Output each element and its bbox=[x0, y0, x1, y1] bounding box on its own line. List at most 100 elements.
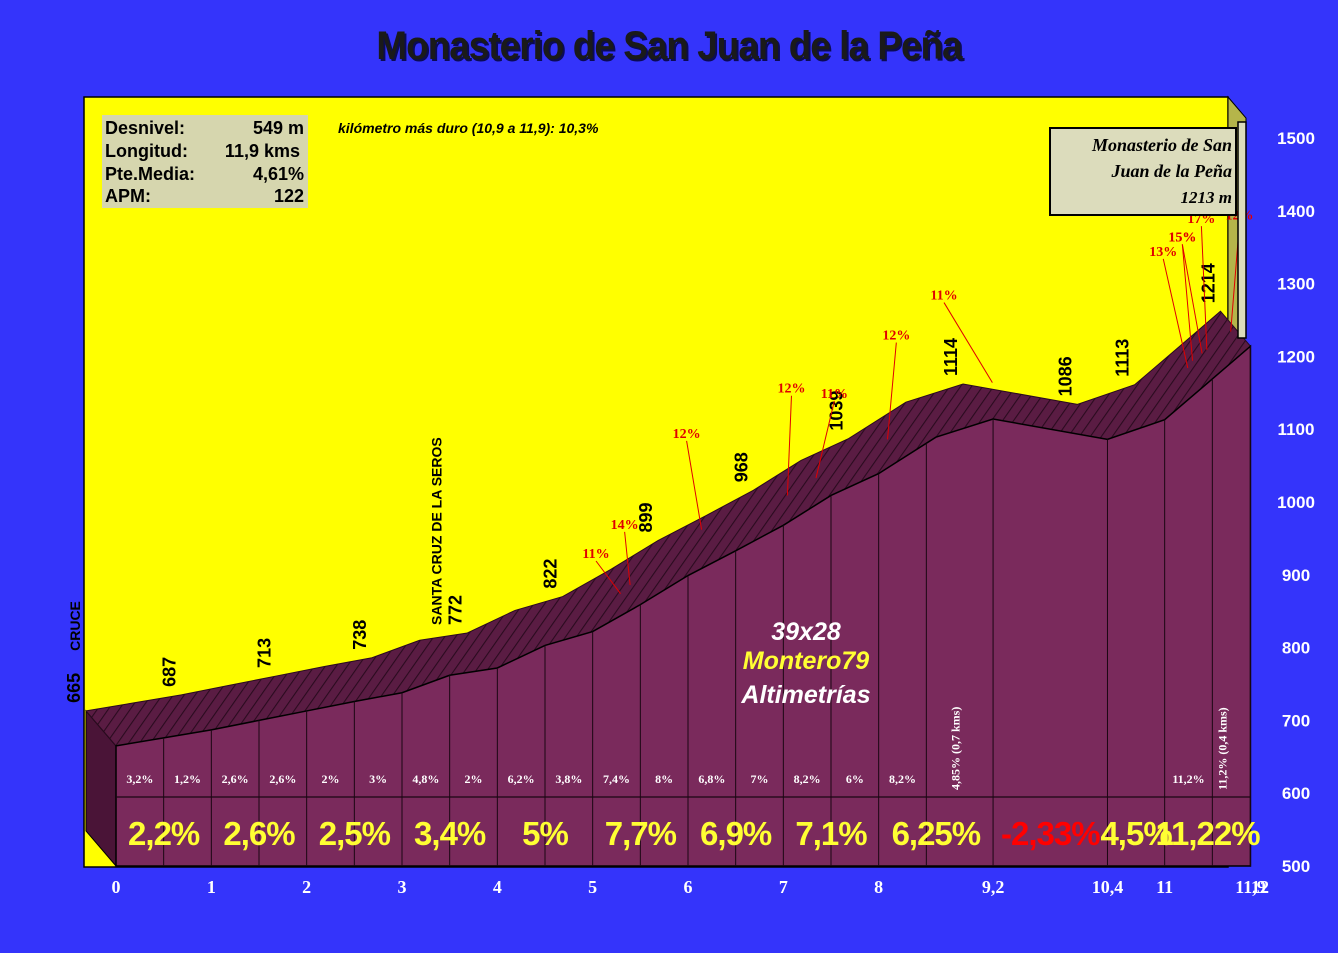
altitude-label: 772 bbox=[445, 595, 465, 625]
ramp-leader bbox=[1181, 244, 1194, 361]
stats-box: Desnivel: 549 m Longitud: 11,9 kms Pte.M… bbox=[102, 115, 308, 208]
x-tick-label: 8 bbox=[874, 877, 883, 897]
ramp-grade: 12% bbox=[777, 382, 805, 397]
y-tick-label: 1300 bbox=[1277, 275, 1315, 294]
y-tick-label: 1400 bbox=[1277, 202, 1315, 221]
x-tick-label: 2 bbox=[302, 877, 311, 897]
ramp-grade: 12% bbox=[882, 329, 910, 344]
half-km-grade: 3% bbox=[369, 772, 387, 786]
ramp-grade: 12% bbox=[673, 427, 701, 442]
stat-label: Longitud: bbox=[105, 141, 188, 161]
half-km-grade: 3,2% bbox=[126, 772, 153, 786]
ramp-grade: 11% bbox=[930, 289, 957, 304]
half-km-grade: 2,6% bbox=[269, 772, 296, 786]
ramp-leader bbox=[1200, 226, 1208, 350]
x-tick-label: 11 bbox=[1156, 877, 1173, 897]
section-grade-rotated: 4,85% (0,7 kms) bbox=[949, 707, 963, 790]
credit-author: Montero79 bbox=[743, 647, 870, 675]
ramp-grade: 11% bbox=[582, 547, 609, 562]
segment-grade: 7,7% bbox=[605, 815, 677, 852]
x-tick-label: 11,9 bbox=[1235, 877, 1266, 897]
stat-value: 122 bbox=[274, 186, 304, 206]
y-tick-label: 800 bbox=[1282, 639, 1310, 658]
y-tick-label: 1200 bbox=[1277, 347, 1315, 366]
x-tick-label: 4 bbox=[493, 877, 502, 897]
altitude-label: 738 bbox=[350, 620, 370, 650]
half-km-grade: 6% bbox=[846, 772, 864, 786]
section-grade-rotated: 11,2% (0,4 kms) bbox=[1216, 707, 1230, 790]
half-km-grade: 4,8% bbox=[412, 772, 439, 786]
x-tick-label: 9,2 bbox=[982, 877, 1005, 897]
segment-grade: 4,5% bbox=[1100, 815, 1172, 852]
y-tick-label: 700 bbox=[1282, 711, 1310, 730]
segment-grade: 3,4% bbox=[414, 815, 486, 852]
summit-altitude: 1213 m bbox=[1181, 188, 1232, 207]
half-km-grade: 2% bbox=[465, 772, 483, 786]
segment-grade: 11,22% bbox=[1156, 815, 1261, 852]
y-tick-label: 500 bbox=[1282, 857, 1310, 876]
stat-value: 4,61% bbox=[253, 164, 304, 184]
ramp-leader bbox=[1162, 258, 1189, 369]
stat-label: APM: bbox=[105, 186, 151, 206]
half-km-grade: 6,8% bbox=[698, 772, 725, 786]
stat-label: Pte.Media: bbox=[105, 164, 195, 184]
altitude-label: 687 bbox=[159, 657, 179, 687]
altitude-label: 1039 bbox=[827, 391, 847, 431]
half-km-grade: 8% bbox=[655, 772, 673, 786]
half-km-grade: 2,6% bbox=[222, 772, 249, 786]
x-tick-label: 5 bbox=[588, 877, 597, 897]
x-tick-label: 6 bbox=[684, 877, 693, 897]
altitude-label: 968 bbox=[731, 452, 751, 482]
stat-value: 549 m bbox=[253, 118, 304, 138]
profile-front-face bbox=[115, 344, 1252, 867]
ramp-leader bbox=[887, 342, 897, 440]
segment-grade: 6,9% bbox=[700, 815, 772, 852]
ramp-grade: 14% bbox=[611, 518, 639, 533]
x-tick-label: 3 bbox=[398, 877, 407, 897]
summit-name-line1: Monasterio de San bbox=[1091, 135, 1232, 155]
ramp-leader bbox=[595, 560, 621, 595]
half-km-grade: 2% bbox=[322, 772, 340, 786]
hardest-km-note: kilómetro más duro (10,9 a 11,9): 10,3% bbox=[338, 120, 599, 136]
segment-grade: 2,5% bbox=[319, 815, 391, 852]
y-tick-label: 1000 bbox=[1277, 493, 1315, 512]
ramp-leader bbox=[815, 400, 835, 479]
ramp-grade: 11% bbox=[821, 387, 848, 402]
segment-grade: 2,6% bbox=[223, 815, 295, 852]
segment-grade: 7,1% bbox=[795, 815, 867, 852]
half-km-grade: 3,8% bbox=[555, 772, 582, 786]
segment-grade: -2,33% bbox=[1001, 815, 1100, 852]
credit-gear: 39x28 bbox=[771, 618, 841, 646]
segment-grade: 2,2% bbox=[128, 815, 200, 852]
y-tick-label: 900 bbox=[1282, 566, 1310, 585]
ramp-leader bbox=[1181, 244, 1203, 354]
ramp-leader bbox=[624, 531, 631, 586]
altitude-label: 899 bbox=[636, 502, 656, 532]
half-km-grade: 11,2% bbox=[1172, 772, 1204, 786]
summit-name-line2: Juan de la Peña bbox=[1110, 161, 1232, 181]
y-tick-label: 600 bbox=[1282, 784, 1310, 803]
place-label: SANTA CRUZ DE LA SEROS bbox=[428, 437, 444, 625]
y-tick-label: 1500 bbox=[1277, 129, 1315, 148]
chart-title: Monasterio de San Juan de la Peña bbox=[376, 24, 962, 68]
ramp-leader bbox=[686, 440, 703, 530]
half-km-grade: 8,2% bbox=[889, 772, 916, 786]
half-km-grade: 7% bbox=[751, 772, 769, 786]
ramp-leader bbox=[786, 395, 792, 496]
stat-value: 11,9 kms bbox=[225, 141, 300, 161]
segment-grade: 5% bbox=[522, 815, 568, 852]
altitude-label: 1214 bbox=[1198, 263, 1218, 303]
y-tick-label: 1100 bbox=[1278, 420, 1315, 439]
x-tick-label: 0 bbox=[112, 877, 121, 897]
x-tick-label: 1 bbox=[207, 877, 216, 897]
ramp-leader bbox=[943, 302, 993, 383]
altitude-label: 822 bbox=[541, 559, 561, 589]
altitude-label: 713 bbox=[255, 638, 275, 668]
altitude-label: 1086 bbox=[1055, 356, 1075, 396]
credit-site: Altimetrías bbox=[740, 681, 870, 709]
ramp-grade: 15% bbox=[1168, 230, 1196, 245]
summit-sign: Monasterio de San Juan de la Peña 1213 m bbox=[1049, 121, 1247, 339]
x-tick-label: 12 bbox=[1251, 877, 1269, 897]
altitude-label: 1113 bbox=[1113, 339, 1133, 377]
